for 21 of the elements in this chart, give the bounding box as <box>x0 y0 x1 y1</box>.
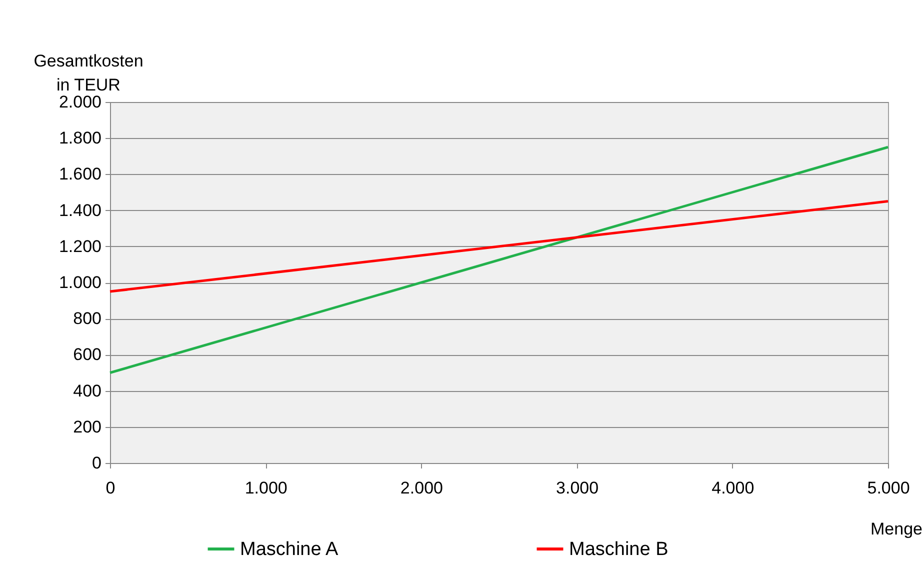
y-axis-title: Gesamtkosten in TEUR <box>34 52 144 94</box>
x-axis-title: Menge <box>870 520 922 538</box>
y-tick-label: 0 <box>92 454 102 472</box>
legend-label: Maschine A <box>240 539 339 560</box>
y-tick-label: 1.200 <box>58 236 102 256</box>
x-tick-label: 0 <box>106 478 116 498</box>
y-tick-label: 600 <box>73 345 102 364</box>
x-tick-label: 2.000 <box>400 478 443 498</box>
y-tick-label: 200 <box>73 417 102 436</box>
x-tick-label: 5.000 <box>867 478 910 498</box>
y-tick-label: 2.000 <box>58 92 102 112</box>
legend-label: Maschine B <box>569 539 668 560</box>
y-tick-label: 400 <box>73 381 102 400</box>
y-tick-label: 800 <box>73 309 102 328</box>
y-tick-label: 1.800 <box>58 128 102 148</box>
x-tick-label: 1.000 <box>244 478 288 498</box>
y-tick-label: 1.400 <box>58 200 102 220</box>
y-tick-label: 1.600 <box>58 164 102 184</box>
x-tick-label: 4.000 <box>712 478 754 498</box>
y-tick-label: 1.000 <box>58 273 102 292</box>
x-tick-label: 3.000 <box>556 478 599 498</box>
